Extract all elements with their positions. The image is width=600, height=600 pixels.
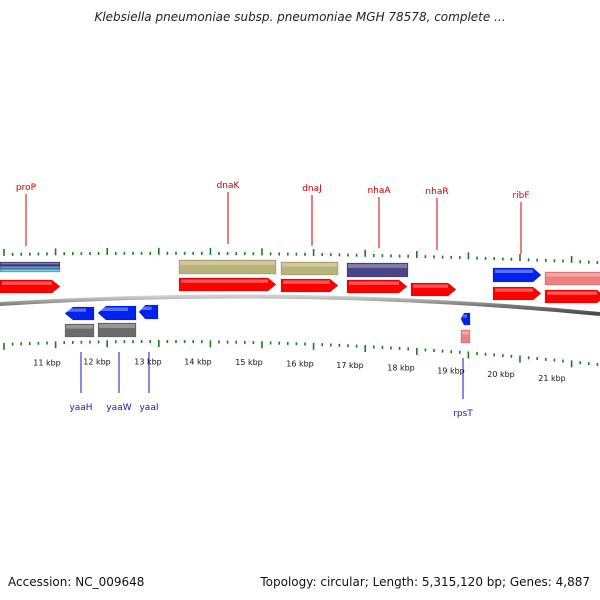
scale-tick-label: 16 kbp — [286, 359, 314, 368]
feature-highlight — [495, 269, 533, 273]
gene-label-dnaJ[interactable]: dnaJ — [302, 184, 322, 194]
map-title: Klebsiella pneumoniae subsp. pneumoniae … — [94, 10, 506, 24]
genome-backbone — [0, 294, 600, 316]
gene-label-nhaR[interactable]: nhaR — [425, 187, 448, 197]
gene-features — [0, 259, 600, 344]
feature-highlight — [1, 270, 59, 271]
feature-highlight — [462, 331, 469, 335]
gene-label-dnaK[interactable]: dnaK — [217, 181, 241, 191]
feature-highlight — [1, 263, 59, 265]
forward-cds-arrow[interactable] — [492, 286, 542, 301]
scale-tick-label: 11 kbp — [33, 359, 61, 368]
feature-highlight — [100, 307, 128, 311]
scale-tick-label: 12 kbp — [83, 358, 111, 367]
cog-box[interactable] — [346, 262, 409, 278]
scale-tick-label: 21 kbp — [538, 374, 566, 383]
cog-box[interactable] — [64, 323, 95, 338]
cog-box[interactable] — [97, 322, 137, 338]
reverse-cds-arrow[interactable] — [138, 304, 159, 320]
feature-highlight — [1, 267, 59, 268]
forward-cds-arrow[interactable] — [492, 267, 542, 283]
inner-tick-marks — [3, 340, 599, 368]
feature-highlight — [282, 263, 337, 267]
feature-highlight — [283, 280, 330, 284]
scale-tick-label: 14 kbp — [184, 357, 212, 366]
cog-box[interactable] — [280, 261, 339, 276]
reverse-cds-arrow[interactable] — [97, 305, 137, 321]
feature-highlight — [546, 273, 600, 277]
gene-label-ribF[interactable]: ribF — [512, 191, 529, 201]
gene-label-nhaA[interactable]: nhaA — [367, 186, 391, 196]
feature-highlight — [547, 291, 597, 295]
gene-label-yaaW[interactable]: yaaW — [106, 403, 131, 413]
scale-tick-label: 19 kbp — [437, 366, 465, 375]
gene-label-yaaI[interactable]: yaaI — [139, 403, 158, 413]
scale-tick-label: 18 kbp — [387, 364, 415, 373]
reverse-cds-arrow[interactable] — [64, 306, 95, 321]
forward-cds-arrow[interactable] — [178, 277, 277, 292]
genome-stats-text: Topology: circular; Length: 5,315,120 bp… — [260, 575, 590, 589]
forward-cds-arrow[interactable] — [410, 282, 457, 297]
gene-label-yaaH[interactable]: yaaH — [69, 403, 92, 413]
gene-labels: proP dnaK dnaJ nhaA nhaR ribF yaaH yaaW yaaI rpsT — [16, 181, 530, 419]
forward-cds-arrow[interactable] — [0, 279, 61, 294]
feature-highlight — [413, 284, 448, 288]
scale-tick-label: 17 kbp — [336, 361, 364, 370]
forward-cds-arrow[interactable] — [280, 278, 339, 293]
feature-highlight — [67, 308, 86, 312]
feature-highlight — [348, 264, 407, 268]
forward-cds-arrow[interactable] — [544, 289, 600, 304]
cog-box[interactable] — [178, 259, 277, 275]
accession-text: Accession: NC_009648 — [8, 575, 145, 589]
scale-tick-label: 20 kbp — [487, 370, 515, 379]
feature-highlight — [349, 281, 399, 285]
forward-cds-arrow[interactable] — [346, 279, 408, 294]
cog-box[interactable] — [460, 329, 471, 344]
cog-box[interactable] — [0, 268, 61, 273]
feature-highlight — [141, 306, 152, 310]
scale-tick-label: 13 kbp — [134, 357, 162, 366]
feature-highlight — [181, 279, 268, 283]
cog-box[interactable] — [544, 271, 600, 286]
feature-highlight — [2, 281, 52, 285]
gene-label-proP[interactable]: proP — [16, 183, 37, 193]
feature-highlight — [495, 288, 533, 292]
reverse-cds-arrow[interactable] — [460, 312, 471, 326]
feature-highlight — [463, 314, 467, 318]
gene-label-rpsT[interactable]: rpsT — [453, 409, 473, 419]
feature-highlight — [66, 325, 93, 329]
feature-highlight — [180, 261, 275, 265]
feature-highlight — [99, 324, 135, 328]
scale-labels: 11 kbp 12 kbp 13 kbp 14 kbp 15 kbp 16 kbp 17 k… — [33, 357, 566, 383]
outer-tick-marks — [3, 247, 599, 264]
scale-tick-label: 15 kbp — [235, 358, 263, 367]
